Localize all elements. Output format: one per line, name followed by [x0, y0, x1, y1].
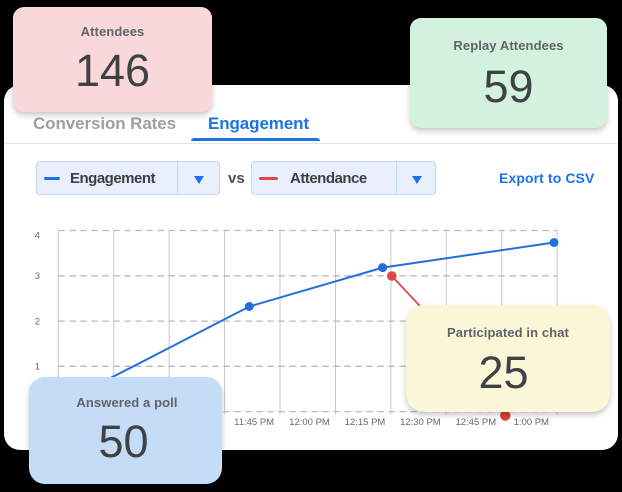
svg-text:12:30 PM: 12:30 PM: [400, 417, 441, 428]
svg-text:11:45 PM: 11:45 PM: [234, 417, 274, 428]
svg-text:3: 3: [35, 271, 40, 282]
svg-text:2: 2: [35, 316, 40, 327]
svg-text:12:45 PM: 12:45 PM: [455, 417, 496, 428]
svg-text:1:00 PM: 1:00 PM: [514, 417, 549, 428]
svg-text:4: 4: [35, 230, 40, 241]
svg-text:12:00 PM: 12:00 PM: [289, 417, 330, 428]
svg-text:1: 1: [35, 361, 40, 372]
svg-text:12:15 PM: 12:15 PM: [345, 417, 386, 428]
